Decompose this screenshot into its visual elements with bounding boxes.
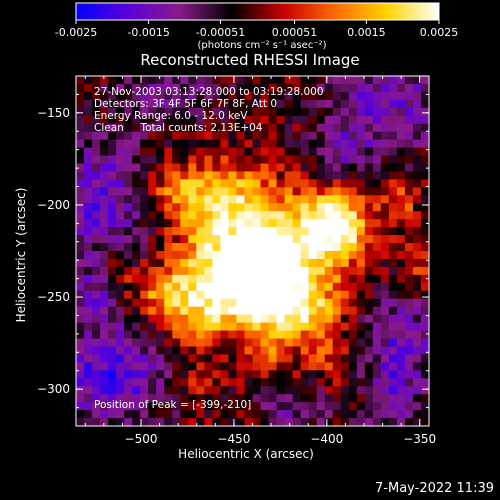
y-tick-label: −150	[37, 106, 70, 120]
colorbar-tick-label: -0.00051	[196, 26, 245, 39]
colorbar-ticks: -0.0025 -0.0015 -0.00051 0.00051 0.0015 0.002…	[55, 20, 458, 39]
colorbar-tick-label: -0.0025	[55, 26, 97, 39]
info-line-energy: Energy Range: 6.0 - 12.0 keV	[94, 110, 248, 122]
peak-position-label: Position of Peak = [-399,-210]	[94, 399, 252, 411]
reconstructed-image	[76, 76, 429, 426]
info-line-counts: Clean Total counts: 2.13E+04	[94, 122, 263, 134]
x-tick-label: −350	[403, 432, 436, 446]
x-tick-label: −450	[217, 432, 250, 446]
colorbar: -0.0025 -0.0015 -0.00051 0.00051 0.0015 0.002…	[55, 2, 458, 39]
plot-title: Reconstructed RHESSI Image	[140, 51, 360, 69]
x-tick-label: −400	[310, 432, 343, 446]
footer-timestamp: 7-May-2022 11:39	[375, 481, 494, 496]
image-panel: −500 −450 −400 −350 −150 −200 −250 −300	[37, 75, 436, 446]
colorbar-tick-label: 0.00051	[272, 26, 318, 39]
x-axis-label: Heliocentric X (arcsec)	[178, 447, 314, 461]
colorbar-unit-label: (photons cm⁻² s⁻¹ asec⁻²)	[197, 40, 327, 51]
colorbar-strip	[75, 2, 440, 21]
info-line-time: 27-Nov-2003 03:13:28.000 to 03:19:28.000	[94, 86, 324, 98]
colorbar-tick-label: -0.0015	[127, 26, 169, 39]
info-line-detectors: Detectors: 3F 4F 5F 6F 7F 8F, Att 0	[94, 98, 278, 110]
y-tick-label: −200	[37, 198, 70, 212]
x-tick-label: −500	[125, 432, 158, 446]
y-tick-label: −300	[37, 382, 70, 396]
colorbar-tick-label: 0.0015	[347, 26, 386, 39]
y-tick-label: −250	[37, 290, 70, 304]
colorbar-tick-label: 0.0025	[420, 26, 459, 39]
axis-ticks: −500 −450 −400 −350 −150 −200 −250 −300	[37, 75, 436, 446]
